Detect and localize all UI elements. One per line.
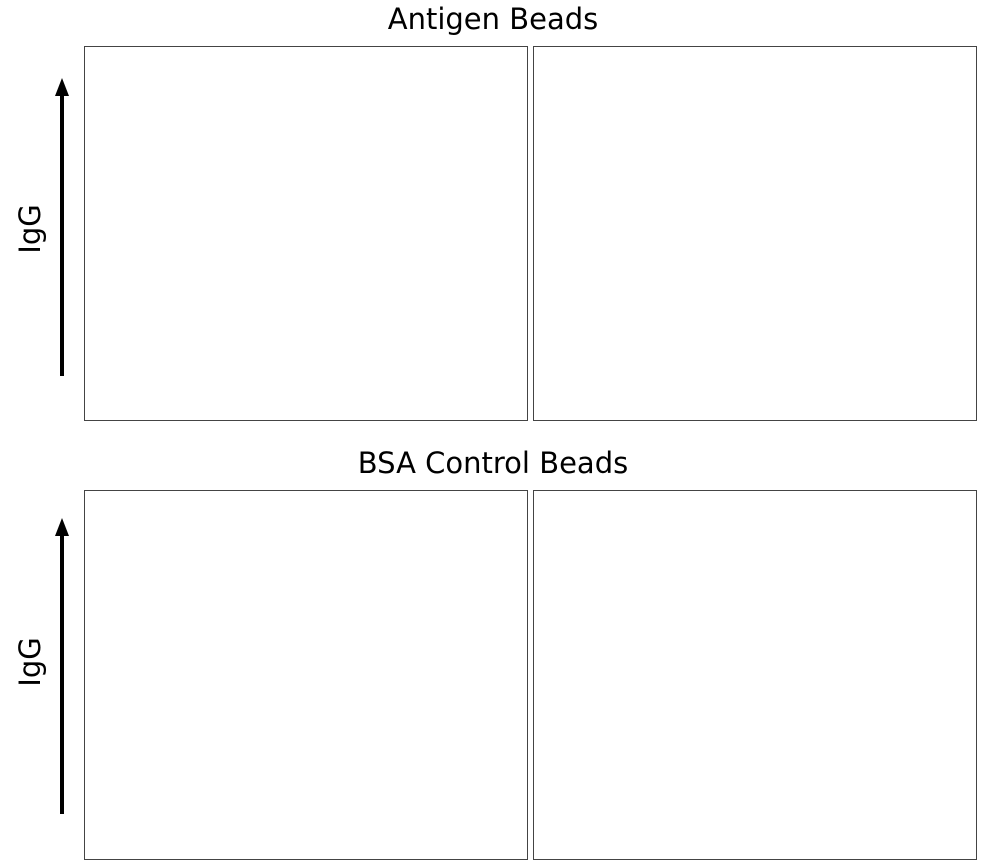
title-bsa-control-beads: BSA Control Beads [357, 446, 629, 480]
igg-arrowhead-bottom [55, 518, 69, 536]
panel-frame-bsa-right [533, 490, 977, 860]
panel-frame-bsa-left [84, 490, 528, 860]
panel-frame-antigen-left [84, 46, 528, 421]
igg-arrowhead-top [55, 78, 69, 96]
title-antigen-beads: Antigen Beads [387, 2, 599, 36]
panel-frame-antigen-right [533, 46, 977, 421]
